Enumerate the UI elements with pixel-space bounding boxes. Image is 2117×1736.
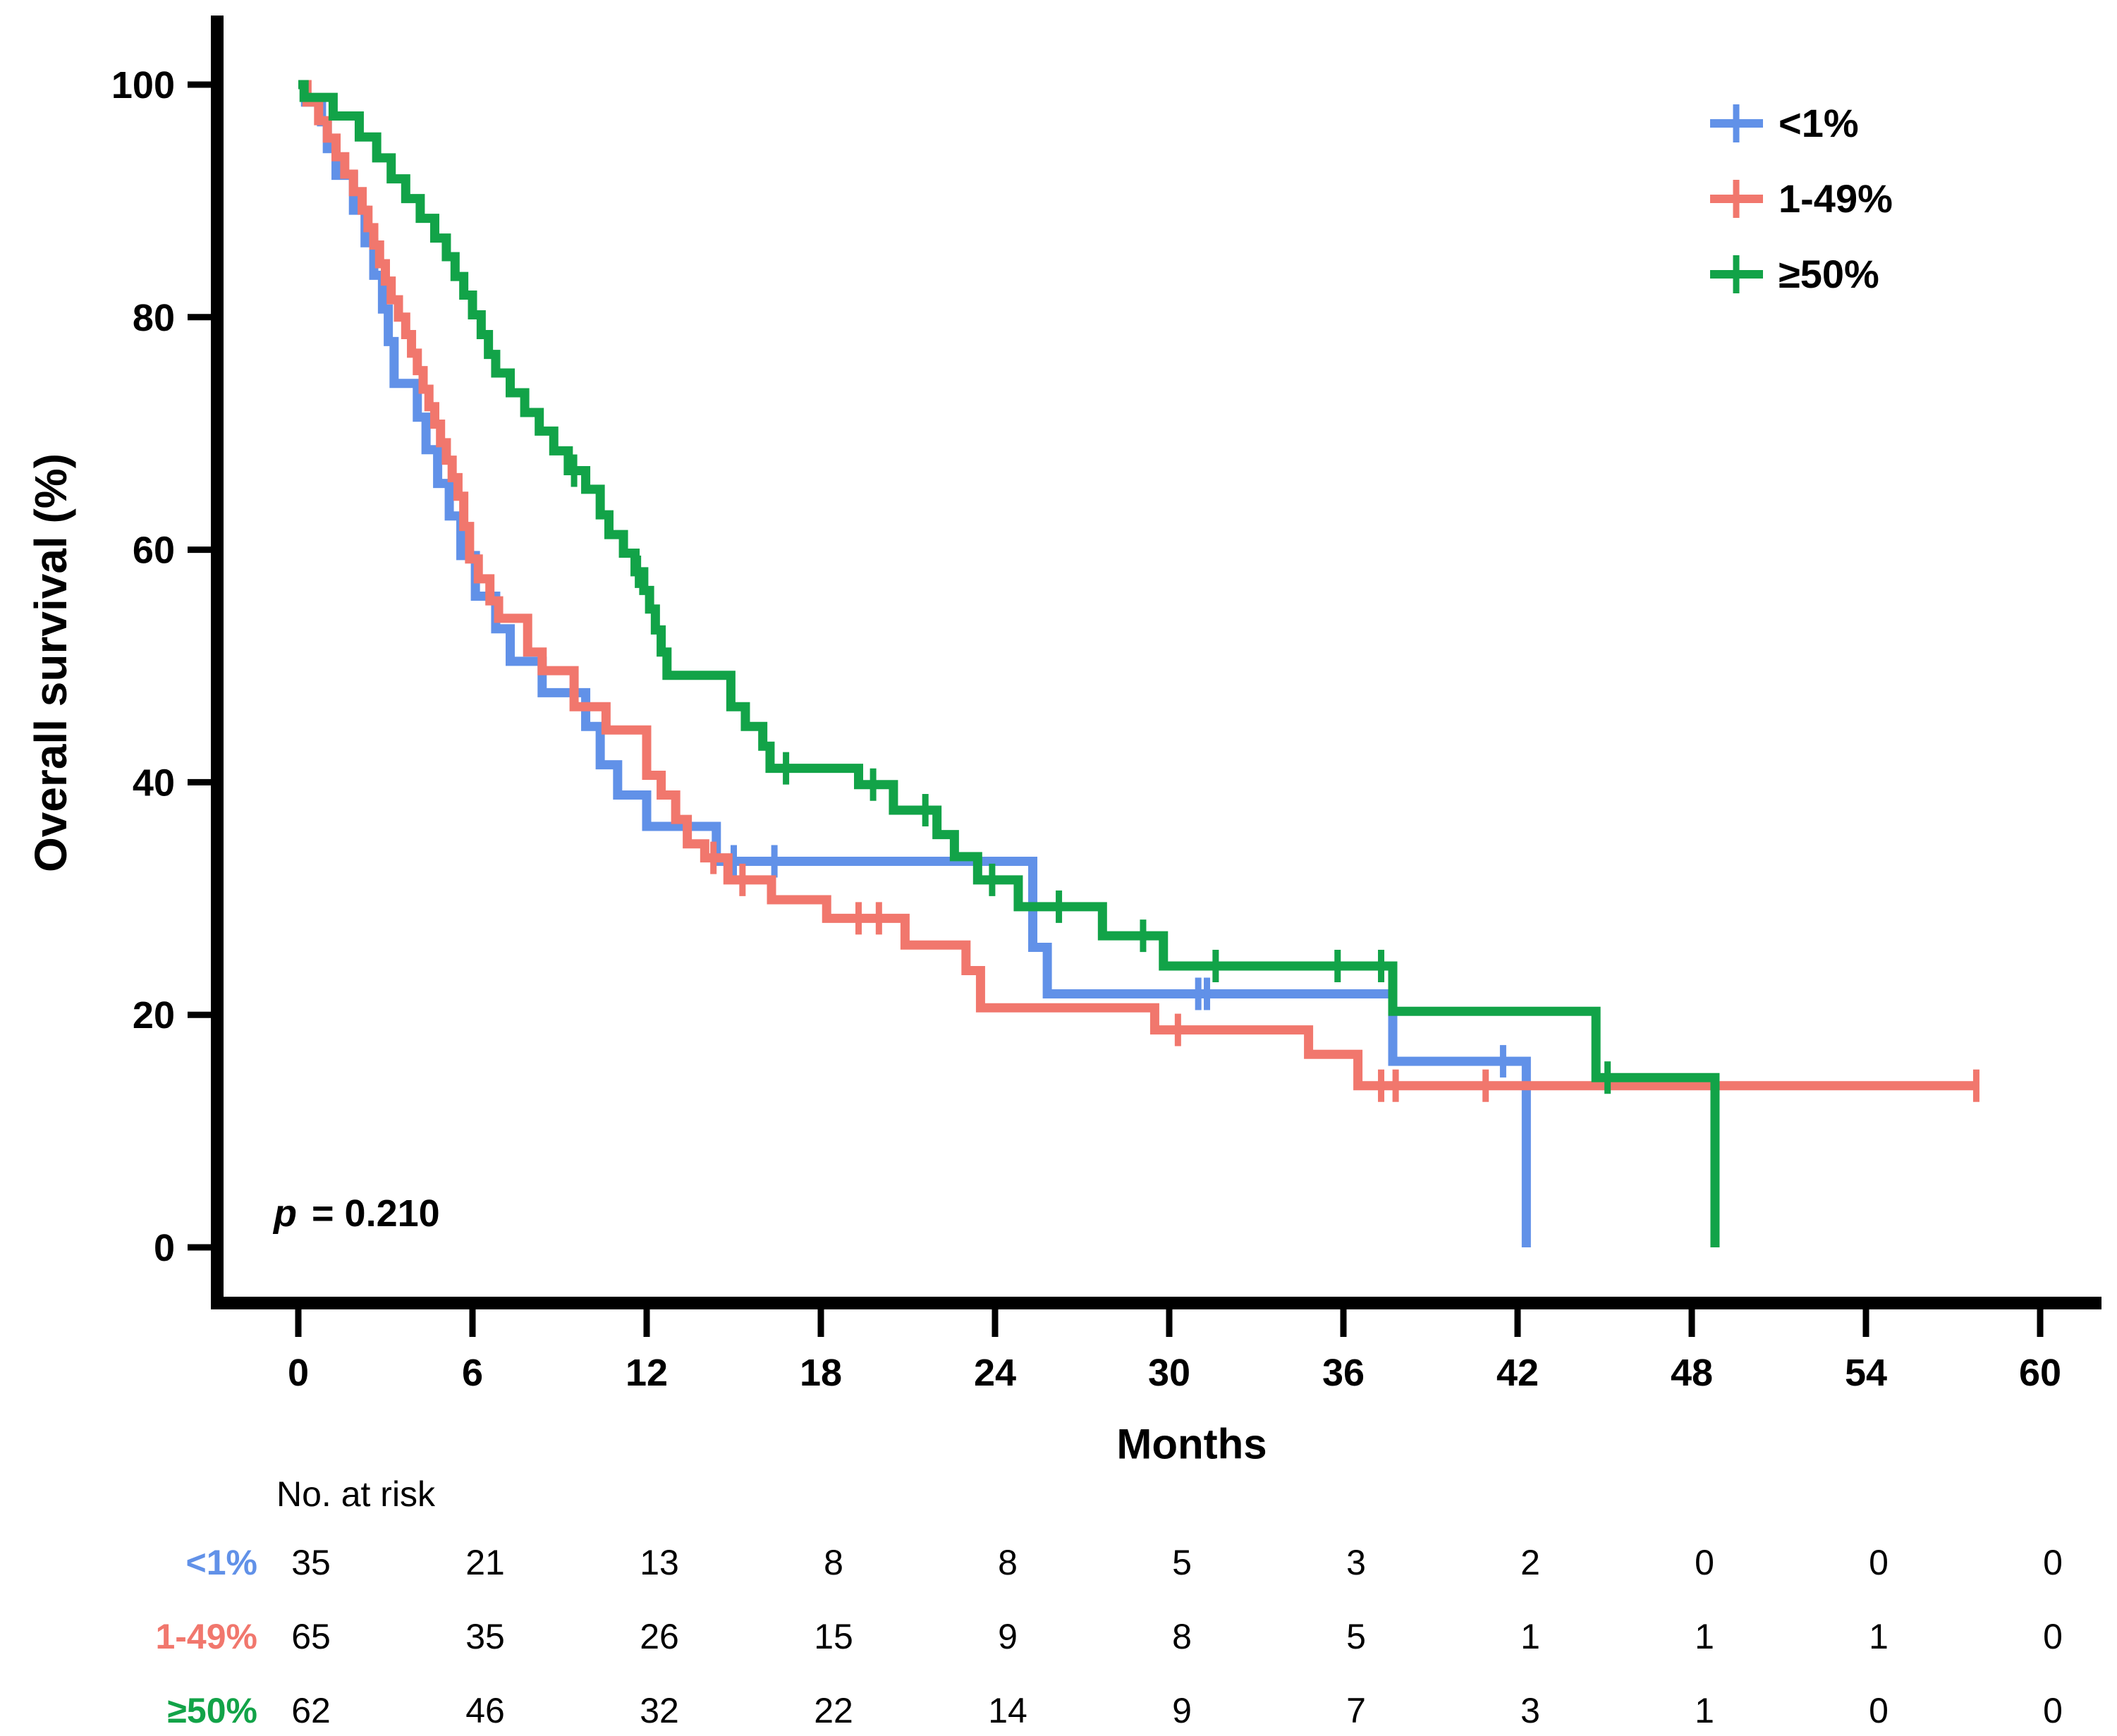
risk-value-ge50: 0 (1869, 1691, 1889, 1730)
x-tick-label: 24 (974, 1352, 1016, 1394)
risk-value-ge50: 0 (2043, 1691, 2063, 1730)
risk-table-header: No. at risk (276, 1474, 436, 1514)
y-axis-title: Overall survival (%) (25, 453, 76, 873)
series-line-ge50 (298, 80, 1720, 1247)
risk-value-lt1: 2 (1520, 1543, 1540, 1582)
legend-label-ge50: ≥50% (1779, 252, 1879, 296)
x-tick-label: 60 (2019, 1352, 2061, 1394)
risk-value-1to49: 65 (291, 1617, 331, 1656)
risk-row-label-ge50: ≥50% (167, 1691, 257, 1730)
risk-row-label-1to49: 1-49% (155, 1617, 257, 1656)
risk-value-ge50: 32 (640, 1691, 679, 1730)
x-tick-label: 36 (1322, 1352, 1365, 1394)
risk-value-lt1: 3 (1346, 1543, 1366, 1582)
risk-value-lt1: 5 (1172, 1543, 1192, 1582)
p-value-symbol: p (274, 1192, 297, 1235)
x-tick-label: 30 (1148, 1352, 1190, 1394)
risk-value-lt1: 35 (291, 1543, 331, 1582)
x-tick-label: 48 (1671, 1352, 1713, 1394)
x-tick-label: 18 (800, 1352, 842, 1394)
risk-value-ge50: 9 (1172, 1691, 1192, 1730)
x-tick-label: 54 (1845, 1352, 1887, 1394)
risk-row-label-lt1: <1% (186, 1543, 257, 1582)
risk-value-lt1: 8 (998, 1543, 1018, 1582)
p-value-label: p = 0.210 (274, 1192, 440, 1235)
x-axis-title: Months (1116, 1420, 1267, 1468)
risk-value-1to49: 0 (2043, 1617, 2063, 1656)
risk-table: <1% 35 21 13 8 8 5 3 2 0 0 01-49% 65 35 26 15 9 8 5 1 1 1 0≥50… (155, 1543, 2062, 1730)
risk-value-1to49: 26 (640, 1617, 679, 1656)
risk-value-1to49: 35 (465, 1617, 505, 1656)
y-tick-label: 100 (111, 64, 175, 106)
risk-value-lt1: 13 (640, 1543, 679, 1582)
axes (211, 16, 2101, 1309)
y-tick-label: 80 (133, 297, 175, 339)
legend-label-lt1: <1% (1779, 101, 1859, 145)
risk-value-lt1: 0 (2043, 1543, 2063, 1582)
risk-value-1to49: 8 (1172, 1617, 1192, 1656)
risk-value-ge50: 62 (291, 1691, 331, 1730)
risk-value-1to49: 1 (1869, 1617, 1889, 1656)
y-tick-label: 0 (154, 1227, 175, 1269)
risk-value-ge50: 7 (1346, 1691, 1366, 1730)
risk-value-1to49: 1 (1520, 1617, 1540, 1656)
x-tick-label: 12 (626, 1352, 668, 1394)
risk-value-lt1: 0 (1869, 1543, 1889, 1582)
y-tick-label: 20 (133, 994, 175, 1037)
legend-label-1to49: 1-49% (1779, 176, 1893, 221)
risk-value-ge50: 1 (1695, 1691, 1714, 1730)
risk-value-lt1: 0 (1695, 1543, 1714, 1582)
x-tick-label: 42 (1496, 1352, 1539, 1394)
risk-value-ge50: 3 (1520, 1691, 1540, 1730)
risk-value-1to49: 9 (998, 1617, 1018, 1656)
legend: <1% 1-49% ≥50% (1710, 101, 1893, 296)
series-line-lt1 (298, 80, 1531, 1247)
risk-value-ge50: 46 (465, 1691, 505, 1730)
y-tick-label: 40 (133, 762, 175, 804)
axis-ticks: 0 20 40 60 80 100 0 6 12 18 24 30 36 42 48 54 60 (111, 64, 2061, 1394)
risk-value-1to49: 15 (814, 1617, 853, 1656)
y-tick-label: 60 (133, 530, 175, 572)
p-value-number: = 0.210 (301, 1192, 440, 1235)
risk-value-ge50: 14 (988, 1691, 1027, 1730)
risk-value-1to49: 1 (1695, 1617, 1714, 1656)
risk-value-1to49: 5 (1346, 1617, 1366, 1656)
risk-value-lt1: 21 (465, 1543, 505, 1582)
risk-value-lt1: 8 (824, 1543, 843, 1582)
survival-curves (298, 80, 1979, 1247)
x-tick-label: 6 (462, 1352, 483, 1394)
series-line-1to49 (298, 80, 1977, 1091)
x-tick-label: 0 (288, 1352, 309, 1394)
risk-value-ge50: 22 (814, 1691, 853, 1730)
